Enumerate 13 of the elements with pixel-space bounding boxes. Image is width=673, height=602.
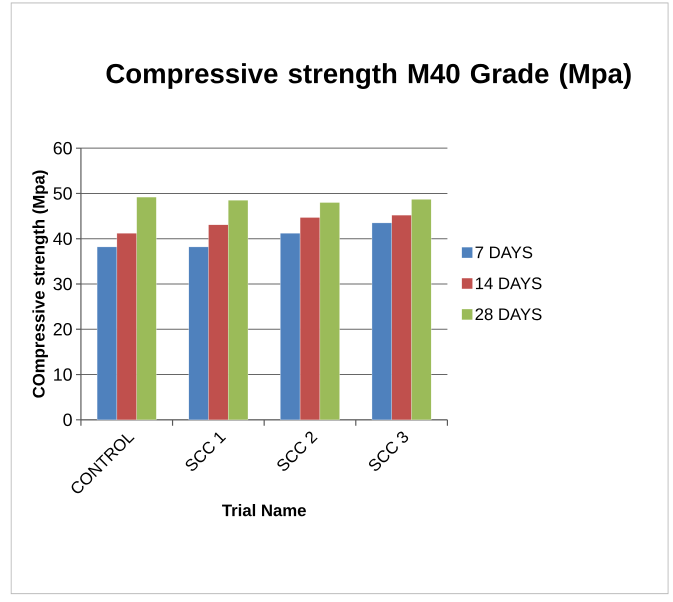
y-axis-title: COmpressive strength (Mpa): [32, 170, 48, 398]
y-tick-label: 0: [63, 414, 72, 426]
legend-label: 28 DAYS: [476, 308, 542, 320]
y-tick-label: 50: [54, 187, 72, 200]
legend-label: 7 DAYS: [476, 246, 532, 259]
y-tick-label: 40: [53, 232, 72, 246]
y-tick-label: 20: [54, 323, 72, 336]
y-tick-label: 60: [54, 142, 72, 155]
legend-label: 14 DAYS: [476, 278, 542, 290]
y-tick-label: 30: [53, 278, 72, 290]
y-tick-label: 10: [54, 368, 72, 382]
x-axis-title: Trial Name: [222, 504, 306, 516]
chart-title: Compressive strength M40 Grade (Mpa): [106, 63, 631, 90]
